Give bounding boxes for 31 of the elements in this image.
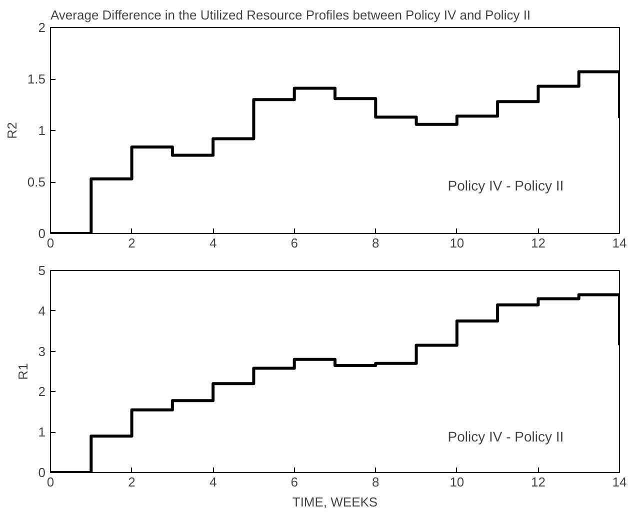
chart-title: Average Difference in the Utilized Resource Profiles between Policy IV and Policy II	[50, 8, 531, 22]
y-tick-label: 0.5	[27, 174, 46, 190]
y-tick-label: 3	[38, 344, 46, 359]
y-tick-label: 2	[38, 384, 46, 400]
x-tick-label: 6	[290, 474, 298, 490]
x-tick-label: 10	[450, 474, 464, 490]
x-tick-label: 2	[128, 236, 136, 250]
x-tick-label: 8	[372, 474, 380, 490]
x-tick-label: 4	[209, 236, 217, 250]
x-tick-label: 2	[128, 474, 136, 490]
y-tick-label: 1.5	[27, 72, 46, 86]
y-tick-label: 4	[38, 303, 46, 318]
y-tick-label: 1	[38, 123, 46, 138]
y-tick-label: 1	[38, 424, 46, 440]
y-tick-label: 5	[38, 263, 46, 278]
x-tick-label: 4	[209, 474, 217, 490]
x-tick-label: 12	[530, 474, 546, 490]
x-tick-label: 14	[612, 474, 627, 490]
annotation: Policy IV - Policy II	[448, 178, 564, 194]
x-tick-label: 10	[450, 236, 464, 250]
x-tick-label: 8	[372, 236, 380, 250]
y-tick-label: 2	[38, 20, 46, 35]
y-axis-title: R2	[4, 122, 20, 139]
y-tick-label: 0	[38, 465, 46, 480]
x-tick-label: 14	[612, 236, 627, 250]
annotation: Policy IV - Policy II	[448, 428, 564, 444]
x-axis-title: TIME, WEEKS	[292, 494, 378, 510]
x-tick-label: 12	[530, 236, 546, 250]
y-tick-label: 0	[38, 226, 46, 241]
y-axis-title: R1	[15, 363, 30, 380]
x-tick-label: 6	[290, 236, 298, 250]
